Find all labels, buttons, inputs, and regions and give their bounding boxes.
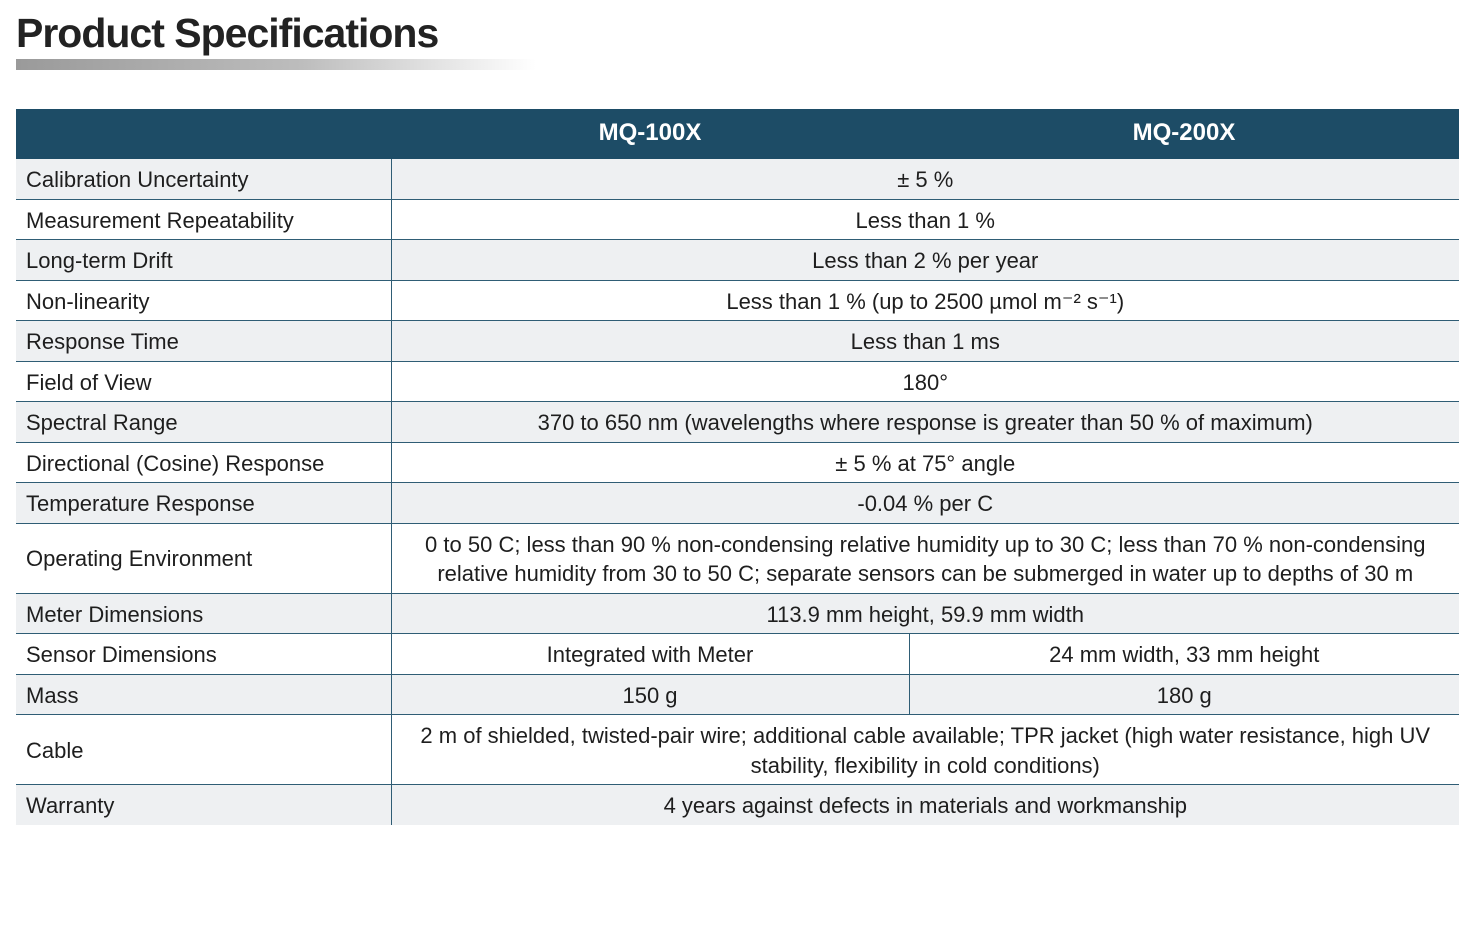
row-label: Long-term Drift (16, 239, 391, 281)
header-mq-200x: MQ-200X (909, 109, 1459, 159)
row-value: Less than 1 % (390, 199, 1459, 240)
header-blank (16, 109, 391, 159)
header-mq-100x: MQ-100X (391, 109, 909, 159)
row-value: ± 5 % at 75° angle (390, 442, 1459, 483)
row-long-term-drift: Long-term Drift Less than 2 % per year (16, 239, 1459, 281)
row-label: Cable (16, 714, 391, 785)
row-label: Warranty (16, 784, 391, 825)
header-row: MQ-100X MQ-200X (16, 109, 1459, 159)
row-directional-response: Directional (Cosine) Response ± 5 % at 7… (16, 442, 1459, 483)
row-sensor-dimensions: Sensor Dimensions Integrated with Meter … (16, 633, 1459, 675)
row-label: Directional (Cosine) Response (16, 442, 391, 483)
row-label: Meter Dimensions (16, 593, 391, 634)
row-non-linearity: Non-linearity Less than 1 % (up to 2500 … (16, 280, 1459, 321)
row-label: Field of View (16, 361, 391, 402)
row-value: Less than 2 % per year (390, 239, 1459, 281)
row-temperature-response: Temperature Response -0.04 % per C (16, 482, 1459, 524)
row-value: Less than 1 % (up to 2500 µmol m⁻² s⁻¹) (390, 280, 1459, 321)
row-label: Mass (16, 674, 391, 715)
row-label: Temperature Response (16, 482, 391, 524)
row-label: Spectral Range (16, 401, 391, 443)
row-label: Measurement Repeatability (16, 199, 391, 240)
page-title: Product Specifications (16, 10, 439, 56)
row-cable: Cable 2 m of shielded, twisted-pair wire… (16, 714, 1459, 785)
row-meter-dimensions: Meter Dimensions 113.9 mm height, 59.9 m… (16, 593, 1459, 634)
row-spectral-range: Spectral Range 370 to 650 nm (wavelength… (16, 401, 1459, 443)
row-response-time: Response Time Less than 1 ms (16, 320, 1459, 362)
row-value: 2 m of shielded, twisted-pair wire; addi… (390, 714, 1459, 785)
row-value-mq-200x: 24 mm width, 33 mm height (908, 633, 1459, 675)
row-value-mq-200x: 180 g (908, 674, 1459, 715)
row-field-of-view: Field of View 180° (16, 361, 1459, 402)
row-mass: Mass 150 g 180 g (16, 674, 1459, 715)
row-label: Operating Environment (16, 523, 391, 594)
row-value-mq-100x: Integrated with Meter (390, 633, 909, 675)
spec-table: MQ-100X MQ-200X Calibration Uncertainty … (16, 109, 1459, 825)
row-calibration-uncertainty: Calibration Uncertainty ± 5 % (16, 158, 1459, 200)
row-label: Response Time (16, 320, 391, 362)
row-measurement-repeatability: Measurement Repeatability Less than 1 % (16, 199, 1459, 240)
row-label: Calibration Uncertainty (16, 158, 391, 200)
row-value: 370 to 650 nm (wavelengths where respons… (390, 401, 1459, 443)
row-label: Sensor Dimensions (16, 633, 391, 675)
row-value-mq-100x: 150 g (390, 674, 909, 715)
row-value: -0.04 % per C (390, 482, 1459, 524)
row-label: Non-linearity (16, 280, 391, 321)
row-warranty: Warranty 4 years against defects in mate… (16, 784, 1459, 825)
row-value: 180° (390, 361, 1459, 402)
row-value: 0 to 50 C; less than 90 % non-condensing… (390, 523, 1459, 594)
row-operating-environment: Operating Environment 0 to 50 C; less th… (16, 523, 1459, 594)
row-value: ± 5 % (390, 158, 1459, 200)
title-underline (16, 59, 536, 70)
row-value: Less than 1 ms (390, 320, 1459, 362)
row-value: 4 years against defects in materials and… (390, 784, 1459, 825)
row-value: 113.9 mm height, 59.9 mm width (390, 593, 1459, 634)
